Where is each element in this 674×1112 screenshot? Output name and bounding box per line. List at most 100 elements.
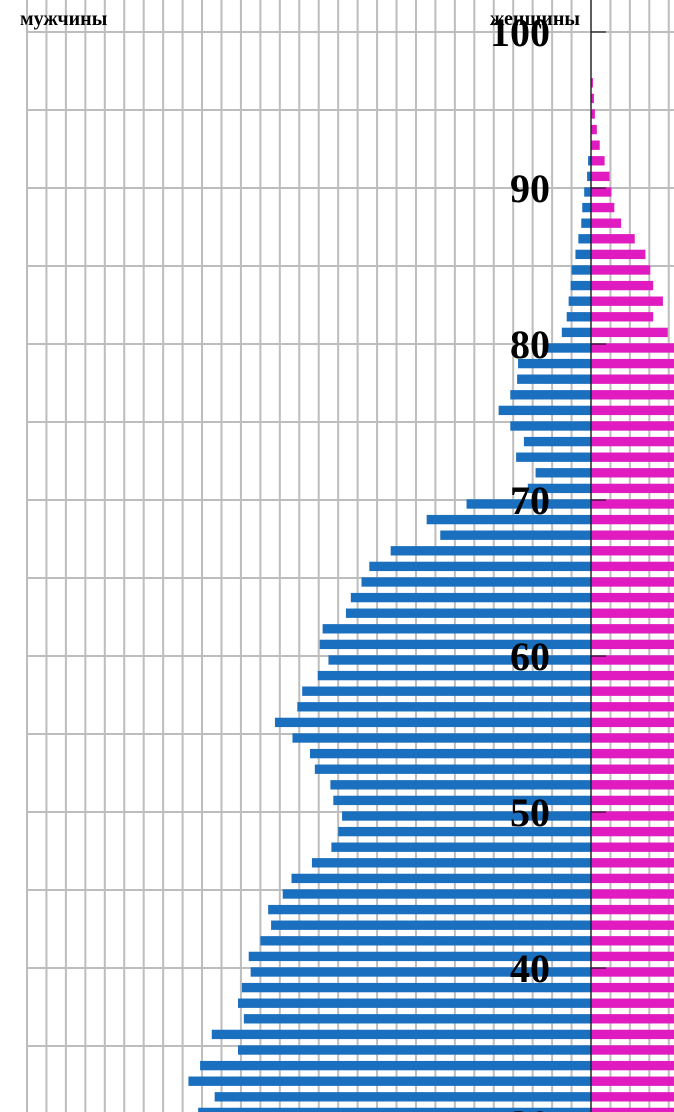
- bar: [591, 982, 674, 993]
- bar: [591, 904, 674, 915]
- bar: [591, 1107, 674, 1112]
- bar: [588, 156, 591, 166]
- bar: [591, 93, 594, 104]
- bar: [426, 514, 591, 525]
- bar: [591, 795, 674, 806]
- bar: [250, 967, 592, 977]
- bar: [591, 717, 674, 728]
- bar: [591, 1045, 674, 1055]
- bar: [591, 468, 674, 478]
- bar: [317, 670, 591, 681]
- legend-label: женщины: [490, 8, 581, 30]
- y-tick-label: 100: [490, 10, 550, 55]
- bar: [350, 592, 591, 603]
- bar: [591, 858, 674, 868]
- bar: [591, 124, 597, 135]
- bar: [319, 639, 591, 650]
- bar: [516, 452, 591, 462]
- bar: [591, 265, 651, 275]
- bar: [591, 577, 674, 587]
- bar: [302, 686, 591, 696]
- bar: [311, 858, 591, 868]
- bar: [291, 873, 591, 884]
- bar: [510, 390, 591, 400]
- bar: [591, 733, 674, 743]
- bar: [591, 514, 674, 525]
- bar: [510, 421, 591, 431]
- bar: [591, 670, 674, 681]
- bar: [591, 187, 612, 197]
- bar: [591, 280, 654, 291]
- bar: [591, 1014, 674, 1024]
- y-tick-label: 30: [510, 1102, 550, 1112]
- bar: [581, 218, 591, 228]
- bar: [575, 249, 591, 260]
- bar: [591, 936, 674, 946]
- bar: [582, 202, 591, 213]
- bar: [591, 452, 674, 462]
- y-tick-label: 80: [510, 322, 550, 367]
- bar: [338, 826, 591, 837]
- bar: [587, 171, 591, 182]
- bar: [584, 187, 591, 197]
- bar: [591, 78, 593, 88]
- bar: [591, 374, 674, 384]
- bar: [591, 140, 600, 150]
- bar: [274, 717, 591, 728]
- bar: [271, 920, 591, 930]
- bar: [591, 296, 663, 306]
- bar: [545, 343, 591, 353]
- bar: [591, 1060, 674, 1071]
- bar: [369, 561, 591, 572]
- bar: [361, 577, 591, 587]
- bar: [309, 748, 591, 759]
- bar: [591, 561, 674, 572]
- bar: [591, 358, 674, 369]
- bar: [591, 592, 674, 603]
- bar: [518, 358, 591, 369]
- bar: [241, 982, 591, 993]
- bar: [591, 780, 674, 790]
- bar: [466, 499, 591, 509]
- bar: [333, 795, 591, 806]
- y-tick-label: 40: [510, 946, 550, 991]
- bar: [591, 530, 674, 540]
- axis: 100 90 80 70 60 50 40 30 мужчины женщины: [20, 0, 606, 1112]
- bar: [238, 1045, 591, 1055]
- bar: [591, 234, 635, 244]
- bar: [345, 608, 591, 618]
- bar: [328, 655, 591, 665]
- bar: [578, 234, 591, 244]
- bar: [591, 218, 622, 228]
- bar: [571, 265, 591, 275]
- bar: [591, 483, 674, 494]
- bar: [331, 842, 591, 852]
- bar: [297, 702, 591, 712]
- bar: [591, 546, 674, 556]
- bar: [260, 936, 591, 946]
- bar: [570, 280, 591, 291]
- bar: [591, 764, 674, 774]
- bar: [591, 624, 674, 634]
- bar: [591, 826, 674, 837]
- bar: [566, 312, 591, 322]
- bar: [591, 171, 610, 182]
- bar: [591, 686, 674, 696]
- bar: [517, 374, 591, 384]
- bar: [591, 1029, 674, 1040]
- bar: [561, 327, 591, 338]
- bar: [591, 639, 674, 650]
- bar: [591, 811, 674, 821]
- bar: [314, 764, 591, 774]
- bar: [591, 842, 674, 852]
- bar: [591, 499, 674, 509]
- bar: [282, 889, 591, 899]
- bars: [188, 78, 674, 1112]
- bar: [591, 998, 674, 1008]
- bar: [188, 1076, 591, 1086]
- bar: [527, 483, 591, 494]
- y-tick-label: 60: [510, 634, 550, 679]
- bar: [214, 1092, 592, 1102]
- bar: [568, 296, 591, 306]
